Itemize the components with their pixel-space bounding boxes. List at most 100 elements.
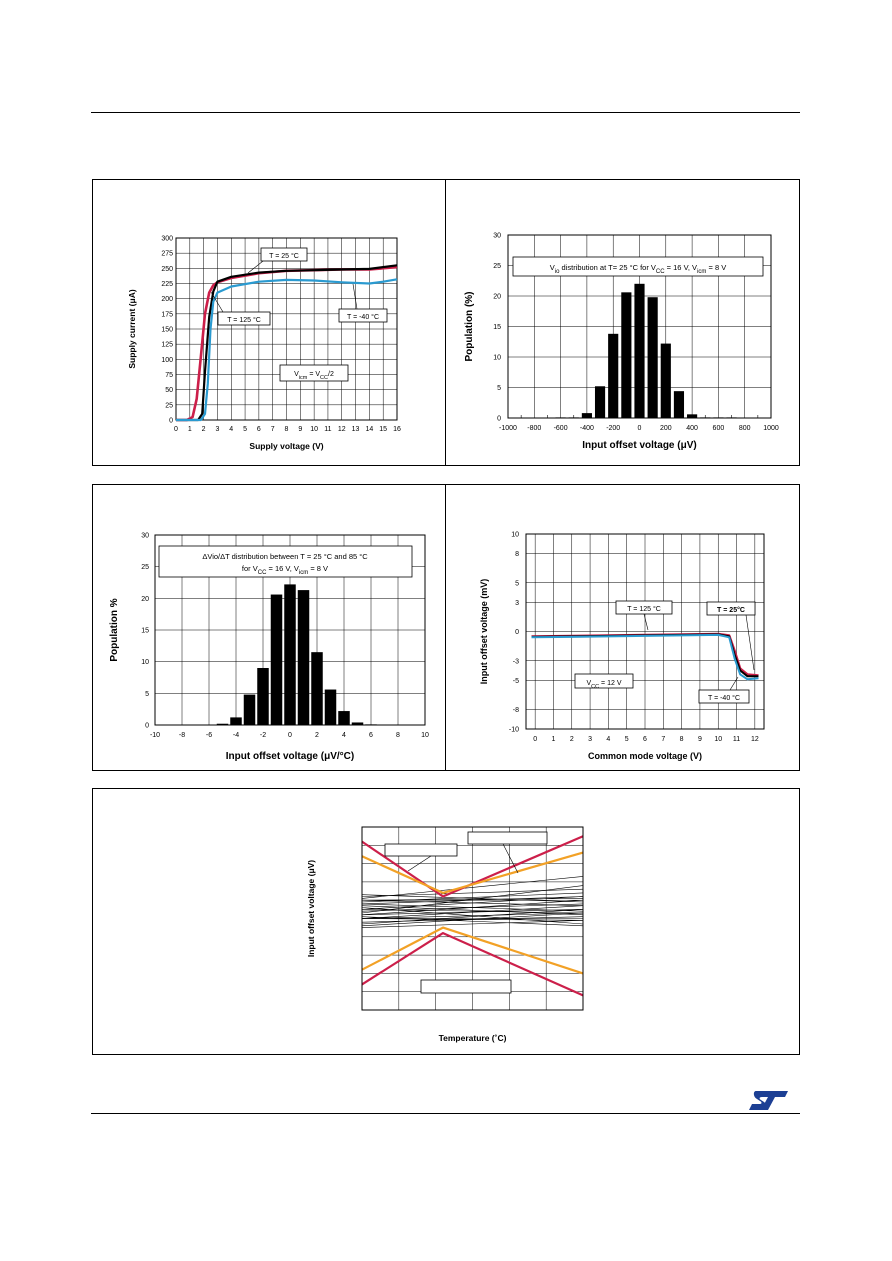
x-tick-label: 3 bbox=[588, 736, 592, 743]
x-tick-label: -600 bbox=[554, 425, 568, 432]
annotation-box-25c bbox=[260, 247, 308, 262]
y-tick-label: 300 bbox=[161, 236, 173, 243]
annotation-line-2: for VCC = 16 V, Vicm = 8 V bbox=[242, 564, 328, 576]
leader-m40c bbox=[729, 676, 739, 691]
limit-line bbox=[361, 835, 584, 898]
y-tick-label: 0 bbox=[169, 418, 173, 425]
limit-line bbox=[361, 926, 584, 975]
histogram-bar bbox=[351, 722, 364, 725]
histogram-bar bbox=[270, 594, 283, 725]
leader-m40c bbox=[352, 283, 358, 310]
x-tick-label: 9 bbox=[698, 736, 702, 743]
x-tick-label: 14 bbox=[365, 426, 373, 433]
leader-125c bbox=[643, 613, 649, 631]
x-tick-label: 10 bbox=[421, 732, 429, 739]
y-tick-label: 0 bbox=[515, 629, 519, 636]
blank-label-box-left bbox=[384, 843, 458, 857]
chart-vio-distribution: -1000 -800 -600 -400 -200 0 200 400 600 800 1000 0 5… bbox=[464, 233, 779, 452]
histogram-bar bbox=[594, 386, 606, 418]
leader-125c bbox=[210, 291, 224, 313]
x-tick-label: 200 bbox=[660, 425, 672, 432]
annotation-line-1: ΔVio/ΔT distribution between T = 25 °C a… bbox=[202, 552, 368, 561]
x-tick-label: -8 bbox=[179, 732, 185, 739]
y-tick-label: 25 bbox=[493, 263, 501, 270]
blank-label-box-bottom bbox=[420, 979, 512, 994]
y-tick-label: 15 bbox=[141, 628, 149, 635]
st-logo-icon bbox=[749, 1091, 788, 1110]
annotation-m40c: T = -40 °C bbox=[708, 694, 740, 702]
x-tick-label: 12 bbox=[751, 736, 759, 743]
annotation-box bbox=[158, 545, 413, 578]
y-tick-label: -3 bbox=[513, 658, 519, 665]
x-tick-label: 11 bbox=[324, 426, 331, 433]
y-tick-label: 125 bbox=[161, 342, 173, 349]
annotation-m40c: T = -40 °C bbox=[347, 313, 379, 321]
histogram-bar bbox=[634, 283, 645, 418]
series-line bbox=[176, 264, 398, 422]
histogram-bar bbox=[257, 668, 269, 725]
y-tick-label: 25 bbox=[165, 402, 173, 409]
bundle-line bbox=[361, 912, 584, 927]
plot-frame bbox=[507, 234, 772, 419]
annotation-box-vicm bbox=[279, 364, 349, 382]
y-tick-label: 0 bbox=[497, 416, 501, 423]
x-tick-label: 2 bbox=[315, 732, 319, 739]
bundle-line bbox=[361, 876, 584, 899]
x-tick-label: 8 bbox=[396, 732, 400, 739]
y-axis-label: Supply current (μA) bbox=[127, 289, 137, 369]
y-tick-label: 10 bbox=[141, 659, 149, 666]
y-tick-label: -10 bbox=[509, 727, 519, 734]
y-tick-label: 5 bbox=[497, 385, 501, 392]
chart-supply-current: 0 1 2 3 4 5 6 7 8 9 10 11 12 13 14 15 160255075100125150… bbox=[127, 236, 401, 452]
x-tick-label: 10 bbox=[310, 426, 318, 433]
y-tick-label: 225 bbox=[161, 281, 173, 288]
series-line bbox=[176, 278, 398, 422]
y-tick-label: 75 bbox=[165, 372, 173, 379]
y-tick-label: 200 bbox=[161, 296, 173, 303]
y-tick-label: 5 bbox=[145, 691, 149, 698]
header-rule bbox=[91, 112, 800, 113]
x-tick-label: 16 bbox=[393, 426, 401, 433]
histogram-bar bbox=[230, 717, 242, 725]
x-tick-label: 10 bbox=[714, 736, 722, 743]
leader-left bbox=[407, 855, 432, 872]
x-tick-label: -1000 bbox=[499, 425, 517, 432]
annotation-vicm: Vicm = VCC/2 bbox=[294, 371, 334, 381]
x-tick-label: -2 bbox=[260, 732, 266, 739]
bundle-line bbox=[361, 903, 584, 912]
x-tick-label: 15 bbox=[379, 426, 387, 433]
x-tick-label: 3 bbox=[215, 426, 219, 433]
plot-frame bbox=[175, 237, 398, 421]
x-tick-label: -6 bbox=[206, 732, 212, 739]
annotation-box-25c bbox=[706, 601, 756, 616]
x-tick-label: 1 bbox=[552, 736, 556, 743]
histogram-bar bbox=[324, 689, 337, 725]
x-tick-label: 5 bbox=[243, 426, 247, 433]
x-tick-label: -400 bbox=[580, 425, 594, 432]
y-axis-label: Input offset voltage (μV) bbox=[306, 860, 316, 957]
histogram-bar bbox=[216, 723, 229, 725]
y-tick-label: 3 bbox=[515, 600, 519, 607]
x-tick-label: -4 bbox=[233, 732, 239, 739]
y-tick-label: -5 bbox=[513, 678, 519, 685]
y-tick-label: 30 bbox=[141, 533, 149, 540]
x-tick-label: 11 bbox=[733, 736, 740, 743]
histogram-bar bbox=[311, 652, 323, 725]
series-line bbox=[531, 633, 759, 681]
histogram-bar bbox=[338, 711, 350, 725]
histogram-bar bbox=[243, 694, 256, 725]
y-tick-label: 8 bbox=[515, 551, 519, 558]
plot-frame bbox=[361, 826, 584, 1011]
y-tick-label: 15 bbox=[493, 324, 501, 331]
x-tick-label: 4 bbox=[342, 732, 346, 739]
annotation-vcc: VCC = 12 V bbox=[586, 680, 621, 690]
x-tick-label: 400 bbox=[686, 425, 698, 432]
x-axis-label: Input offset voltage (μV) bbox=[582, 440, 696, 451]
x-tick-label: 0 bbox=[174, 426, 178, 433]
annotation-box bbox=[512, 256, 764, 277]
x-tick-label: 4 bbox=[229, 426, 233, 433]
annotation-25c: T = 25 °C bbox=[269, 252, 299, 260]
bundle-line bbox=[361, 907, 584, 925]
x-tick-label: -10 bbox=[150, 732, 160, 739]
